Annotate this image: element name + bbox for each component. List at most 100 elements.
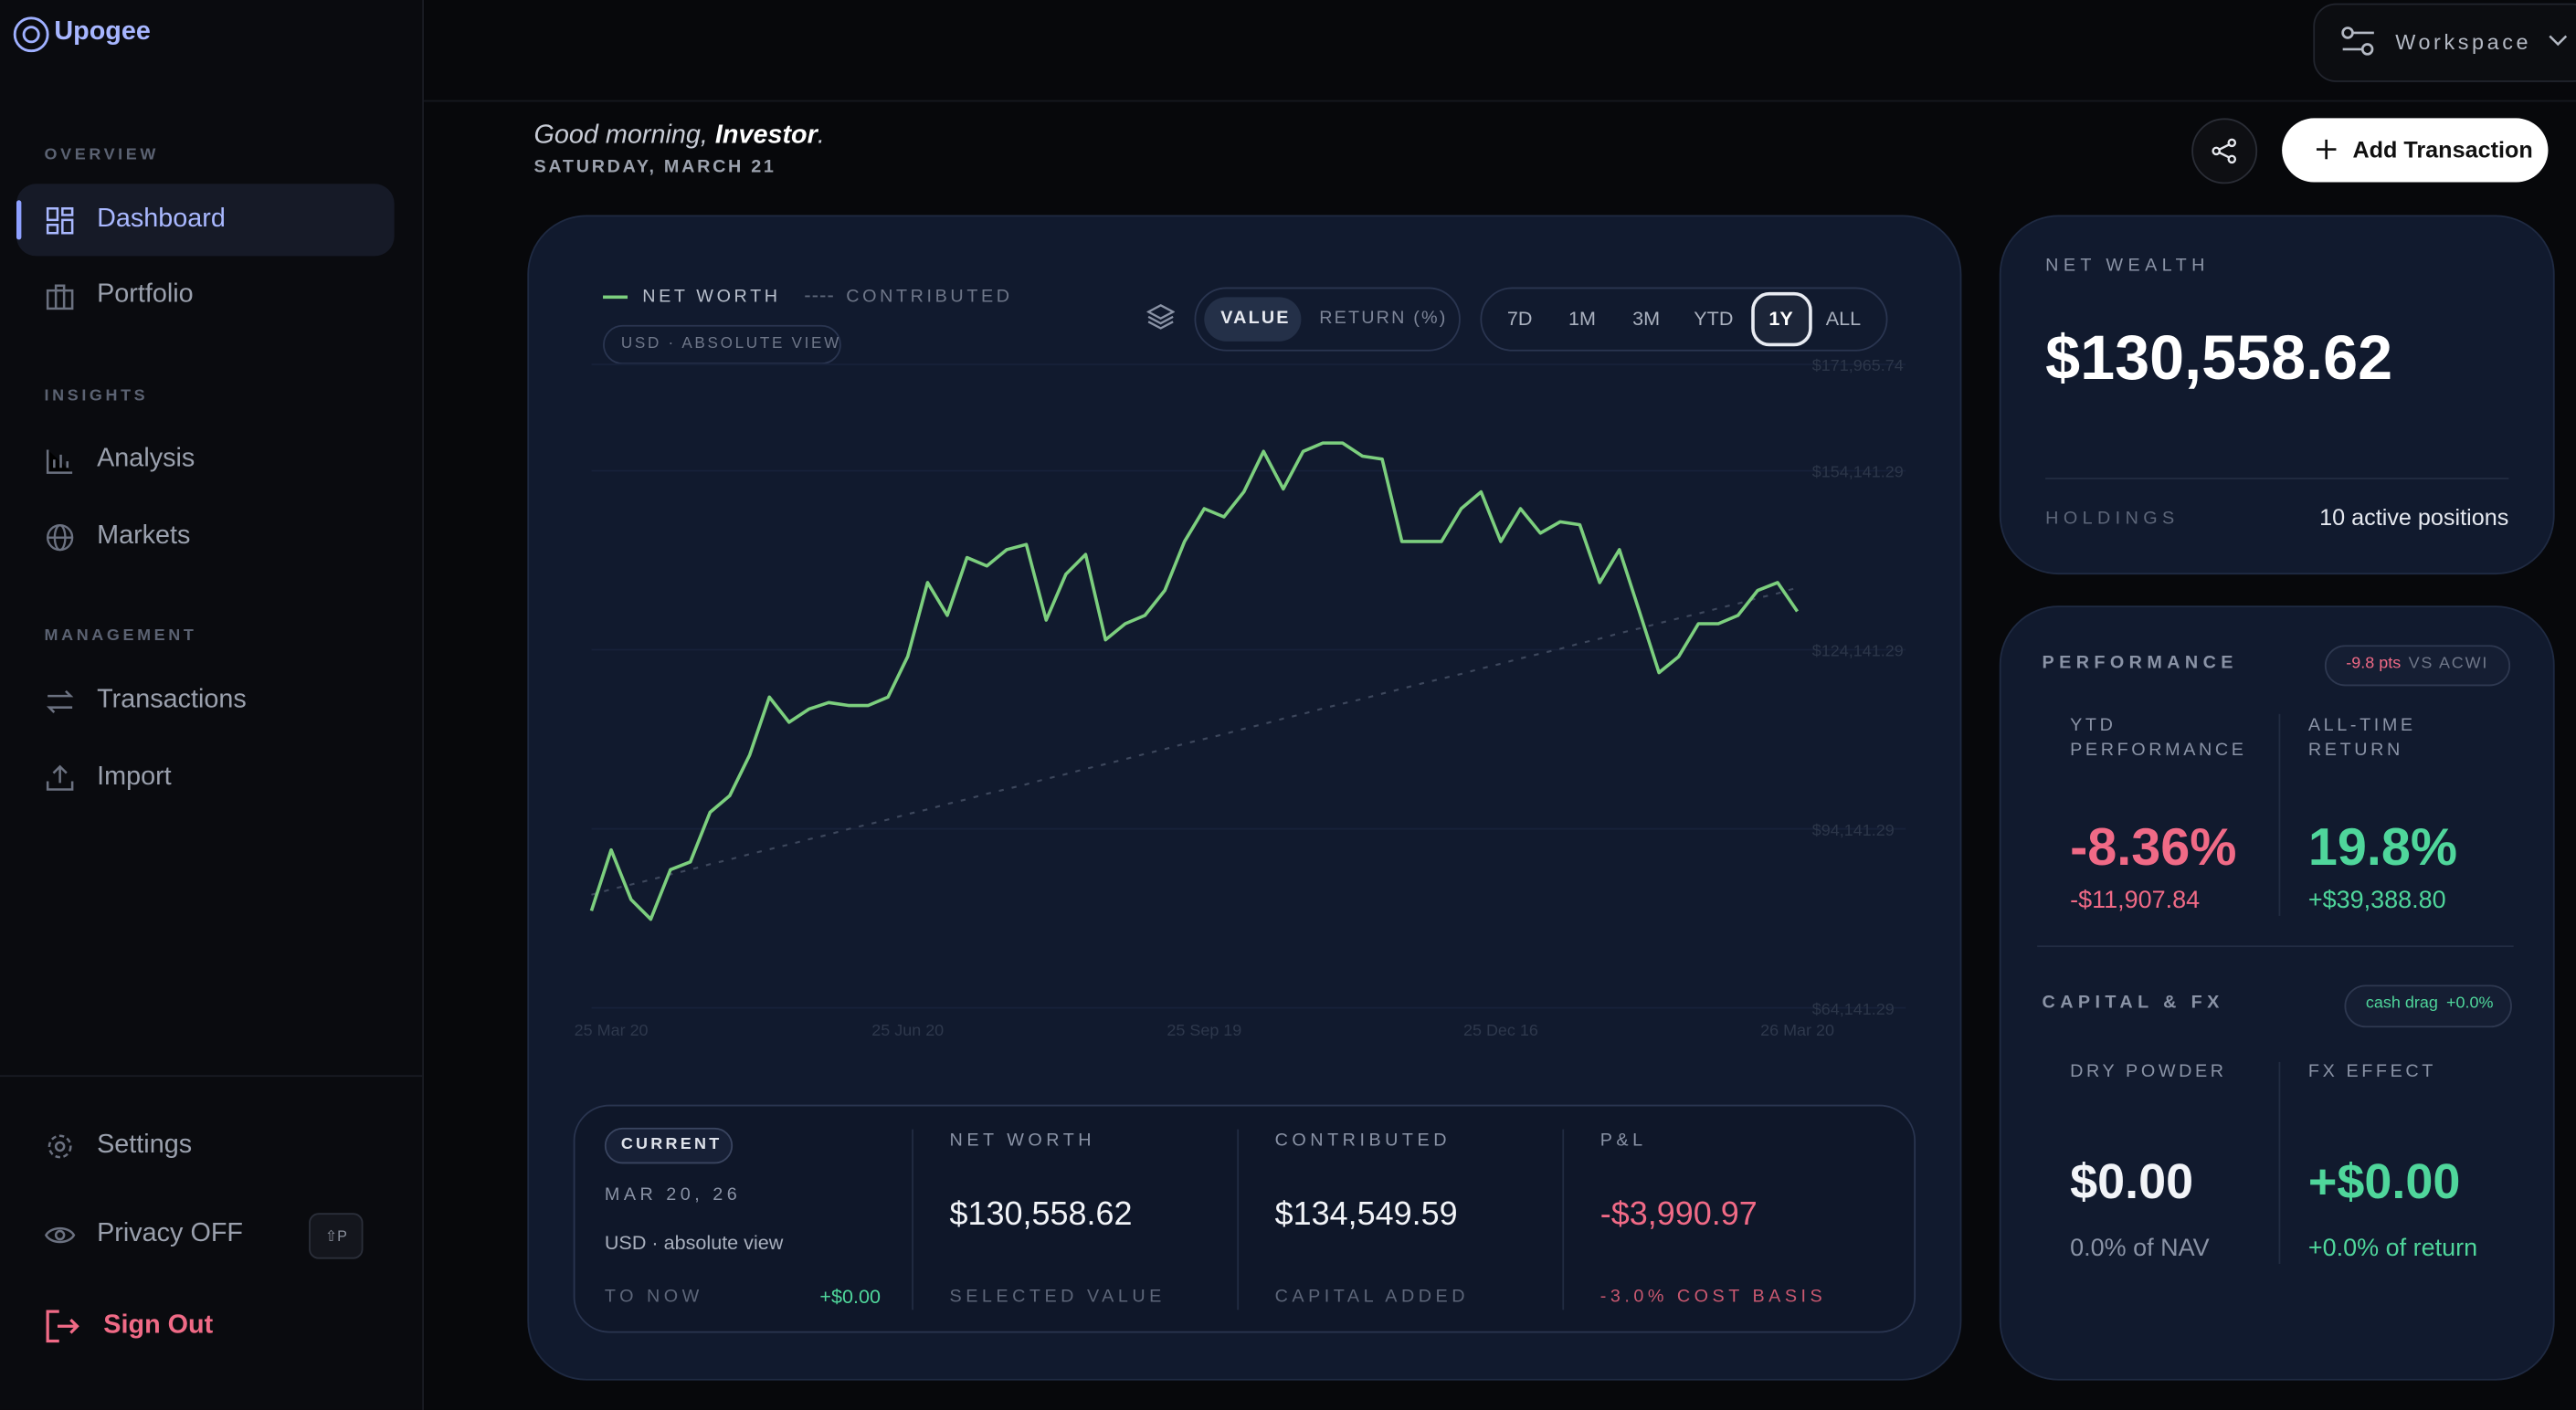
- ytd-value: -8.36%: [2070, 817, 2237, 877]
- sign-out[interactable]: Sign Out: [103, 1311, 214, 1340]
- legend-swatch: [603, 295, 628, 300]
- cell-title: NET WORTH: [949, 1131, 1096, 1151]
- cell-note: -3.0% COST BASIS: [1599, 1287, 1827, 1307]
- share-button[interactable]: [2191, 118, 2258, 184]
- mode-option[interactable]: VALUE: [1220, 308, 1291, 329]
- plus-icon: [2316, 139, 2337, 160]
- cell-title: CONTRIBUTED: [1274, 1131, 1451, 1151]
- divider: [2045, 478, 2509, 479]
- x-tick-label: 25 Mar 20: [575, 1021, 649, 1039]
- mode-active-bg: [1204, 297, 1302, 342]
- range-option[interactable]: 3M: [1632, 307, 1661, 331]
- benchmark-value: -9.8 pts: [2346, 655, 2402, 673]
- alltime-amount: +$39,388.80: [2307, 886, 2446, 915]
- divider: [1562, 1129, 1565, 1310]
- legend-label[interactable]: NET WORTH: [642, 287, 781, 308]
- y-tick-label: $94,141.29: [1812, 821, 1895, 839]
- wealth-card: [1999, 215, 2555, 575]
- settings-icon: [48, 1134, 72, 1159]
- mode-toggle: [1194, 287, 1461, 352]
- nav-item[interactable]: Analysis: [97, 445, 195, 473]
- view-chip-label: USD · ABSOLUTE VIEW: [620, 334, 841, 353]
- date: SATURDAY, MARCH 21: [533, 157, 776, 178]
- nav-section: OVERVIEW: [44, 145, 159, 164]
- divider: [1237, 1129, 1240, 1310]
- nav-section: MANAGEMENT: [44, 626, 197, 646]
- cell-value: $134,549.59: [1274, 1196, 1458, 1233]
- add-transaction-label: Add Transaction: [2352, 136, 2533, 163]
- dry-label: DRY POWDER: [2070, 1061, 2227, 1082]
- fx-chip-label: cash drag: [2365, 994, 2438, 1013]
- active-indicator: [16, 200, 22, 240]
- net-worth-line: [589, 441, 1800, 921]
- nav-item[interactable]: Markets: [97, 521, 191, 551]
- current-date: MAR 20, 26: [604, 1184, 742, 1205]
- fx-effect-label: FX EFFECT: [2307, 1061, 2436, 1082]
- view-chip: [603, 324, 841, 365]
- wealth-title: NET WEALTH: [2045, 256, 2210, 276]
- range-option[interactable]: ALL: [1825, 307, 1862, 331]
- divider: [2037, 945, 2514, 948]
- nav-item[interactable]: Dashboard: [97, 205, 226, 234]
- fx-chip: [2344, 984, 2512, 1028]
- wealth-value: $130,558.62: [2045, 324, 2393, 395]
- settings[interactable]: Settings: [97, 1131, 193, 1159]
- ytd-label: YTD PERFORMANCE: [2070, 715, 2247, 761]
- holdings-label: HOLDINGS: [2045, 509, 2180, 529]
- privacy-toggle[interactable]: Privacy OFF: [97, 1219, 243, 1248]
- holdings-value: 10 active positions: [2319, 503, 2509, 531]
- brand[interactable]: Upogee: [54, 17, 151, 47]
- fx-chip-value: +0.0%: [2445, 994, 2494, 1013]
- user-name: Investor: [714, 121, 818, 150]
- workspace-icon: [2341, 26, 2374, 56]
- mode-option[interactable]: RETURN (%): [1319, 308, 1448, 329]
- divider: [2278, 1061, 2281, 1264]
- cell-note: CAPITAL ADDED: [1274, 1287, 1469, 1307]
- layers-icon[interactable]: [1146, 303, 1175, 331]
- nav-item[interactable]: Portfolio: [97, 280, 194, 309]
- logo-icon: [13, 16, 49, 53]
- fx-effect-note: +0.0% of return: [2307, 1234, 2478, 1263]
- range-option[interactable]: 1M: [1568, 307, 1596, 331]
- y-tick-label: $154,141.29: [1812, 463, 1904, 481]
- range-option[interactable]: YTD: [1694, 307, 1734, 331]
- to-now-value: +$0.00: [819, 1285, 881, 1309]
- range-active-bg: [1751, 291, 1812, 347]
- ytd-amount: -$11,907.84: [2070, 886, 2201, 915]
- chevron: [2549, 35, 2568, 47]
- divider: [0, 1075, 423, 1078]
- dry-value: $0.00: [2070, 1155, 2194, 1210]
- summary-panel: [573, 1104, 1916, 1333]
- greeting-text: Good morning,: [533, 121, 708, 150]
- dry-note: 0.0% of NAV: [2070, 1234, 2210, 1263]
- fx-effect-value: +$0.00: [2307, 1155, 2461, 1210]
- share-icon: [2212, 138, 2237, 164]
- greeting-end: .: [817, 121, 825, 150]
- portfolio-icon: [46, 284, 74, 310]
- fx-title: CAPITAL & FX: [2042, 993, 2224, 1013]
- nav-item[interactable]: Transactions: [97, 686, 247, 714]
- cell-title: P&L: [1599, 1131, 1647, 1151]
- nav-item[interactable]: Import: [97, 763, 172, 792]
- nav-section: INSIGHTS: [44, 387, 149, 405]
- current-chip-label: CURRENT: [620, 1135, 723, 1154]
- workspace-button[interactable]: [2313, 3, 2576, 82]
- to-now-label: TO NOW: [604, 1287, 703, 1307]
- range-option[interactable]: 1Y: [1768, 307, 1793, 331]
- benchmark-chip: [2324, 645, 2511, 687]
- sign-out-icon: [46, 1310, 79, 1343]
- shortcut-badge: ⇧P: [309, 1213, 364, 1259]
- range-option[interactable]: 7D: [1506, 307, 1533, 331]
- transactions-icon: [46, 689, 74, 713]
- divider: [2278, 713, 2281, 916]
- divider: [912, 1129, 913, 1310]
- benchmark-label: VS ACWI: [2408, 655, 2489, 673]
- legend-label[interactable]: CONTRIBUTED: [846, 287, 1013, 308]
- range-toggle: [1480, 287, 1888, 352]
- performance-title: PERFORMANCE: [2042, 653, 2238, 673]
- y-tick-label: $64,141.29: [1812, 1000, 1895, 1018]
